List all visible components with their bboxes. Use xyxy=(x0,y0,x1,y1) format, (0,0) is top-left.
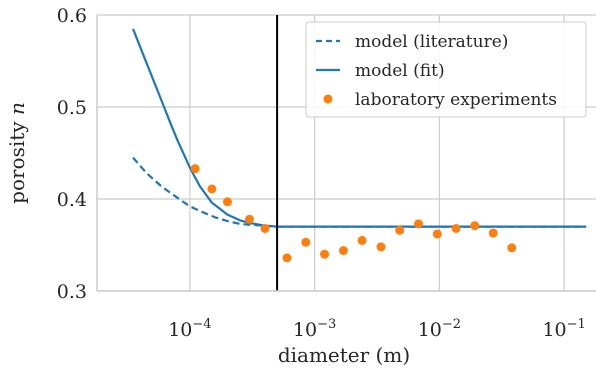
experiment-point-11 xyxy=(395,226,404,235)
experiment-point-6 xyxy=(301,238,310,247)
y-axis-label-text: porosity xyxy=(5,115,29,204)
y-tick-label-0: 0.3 xyxy=(57,281,87,303)
experiment-point-2 xyxy=(223,197,232,206)
experiment-point-0 xyxy=(191,164,200,173)
legend-label-experiments: laboratory experiments xyxy=(355,90,557,110)
x-tick-exponent-1: −3 xyxy=(317,317,336,332)
experiment-point-5 xyxy=(282,253,291,262)
experiment-point-4 xyxy=(261,224,270,233)
x-tick-base-0: 10 xyxy=(168,319,192,341)
x-tick-label-3: 10−1 xyxy=(542,317,585,341)
x-tick-exponent-3: −1 xyxy=(567,317,586,332)
y-tick-label-1: 0.4 xyxy=(57,189,87,211)
y-tick-label-3: 0.6 xyxy=(57,5,87,27)
experiment-point-7 xyxy=(320,250,329,259)
x-tick-base-1: 10 xyxy=(293,319,317,341)
experiment-point-16 xyxy=(489,229,498,238)
experiment-point-17 xyxy=(507,243,516,252)
experiment-point-8 xyxy=(339,246,348,255)
y-axis-label: porosity n xyxy=(5,102,29,204)
x-tick-label-1: 10−3 xyxy=(293,317,336,341)
x-tick-exponent-2: −2 xyxy=(442,317,461,332)
x-tick-label-0: 10−4 xyxy=(168,317,211,341)
legend-label-fit: model (fit) xyxy=(355,61,445,81)
x-tick-base-3: 10 xyxy=(542,319,566,341)
experiment-point-13 xyxy=(433,229,442,238)
experiment-point-3 xyxy=(245,215,254,224)
y-axis-label-symbol: n xyxy=(5,102,29,115)
experiment-point-14 xyxy=(452,224,461,233)
x-tick-exponent-0: −4 xyxy=(192,317,211,332)
experiment-point-12 xyxy=(414,219,423,228)
x-tick-label-2: 10−2 xyxy=(418,317,461,341)
legend: model (literature) model (fit) laborator… xyxy=(306,22,586,117)
experiment-point-1 xyxy=(207,184,216,193)
legend-swatch-experiments xyxy=(324,95,333,104)
x-axis-label: diameter (m) xyxy=(278,343,410,367)
model-literature-line xyxy=(133,158,586,227)
legend-label-literature: model (literature) xyxy=(355,32,508,52)
experiment-point-10 xyxy=(376,242,385,251)
x-tick-base-2: 10 xyxy=(418,319,442,341)
experiment-point-15 xyxy=(470,221,479,230)
experiment-point-9 xyxy=(358,236,367,245)
y-tick-label-2: 0.5 xyxy=(57,97,87,119)
